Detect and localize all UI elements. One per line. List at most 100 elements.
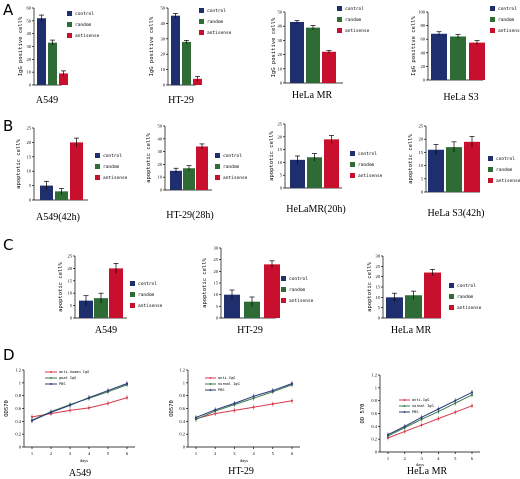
legend-swatch-antisense [488, 178, 493, 183]
y-tick-label: 10 [278, 66, 283, 71]
panel-label-a: A [3, 1, 14, 19]
bar-random [55, 191, 68, 200]
y-tick-label: 25 [376, 264, 381, 269]
legend-marker [209, 383, 212, 385]
bar-random [244, 301, 260, 318]
legend-swatch-random [449, 294, 454, 299]
legend-swatch-control [490, 6, 495, 11]
legend-swatch-antisense [337, 28, 342, 33]
legend-label: random [103, 164, 120, 170]
y-tick-label: 1 [375, 385, 377, 390]
legend-label: control [138, 281, 157, 287]
series-line-2 [387, 391, 473, 436]
x-axis-label: days [416, 462, 424, 467]
bar-antisense [464, 141, 480, 192]
legend-label: goat IgG [59, 376, 76, 380]
y-tick-label: 40 [421, 50, 426, 55]
bar-random [446, 147, 462, 192]
x-tick-label: 2 [214, 451, 216, 456]
y-tick-label: 0.6 [15, 406, 21, 411]
y-axis-label: apoptotic cell% [202, 257, 208, 307]
y-tick-label: 50 [27, 18, 32, 23]
x-tick-label: 3 [233, 451, 236, 456]
legend-label: PBS [412, 410, 419, 414]
x-tick-label: 4 [88, 451, 91, 456]
x-tick-label: 4 [252, 451, 255, 456]
legend-swatch-antisense [199, 30, 204, 35]
y-tick-label: 1.2 [371, 373, 377, 378]
y-tick-label: 0 [216, 316, 219, 321]
y-tick-label: 1.2 [179, 368, 185, 373]
y-tick-label: 0.2 [371, 437, 377, 442]
bar-control [171, 15, 180, 86]
y-tick-label: 0 [160, 188, 163, 193]
y-tick-label: 50 [158, 124, 163, 129]
legend-marker [403, 405, 406, 407]
legend-label: antisense [498, 28, 520, 34]
legend-label: antisense [358, 173, 383, 179]
chart-13: 0 0.2 0.4 0.6 0.8 1 1.2 OD 570 HeLa MR 1 2 3 4 5 6 days… [360, 373, 480, 477]
y-tick-label: 20 [27, 140, 32, 145]
legend-swatch-antisense [95, 175, 100, 180]
legend-swatch-control [337, 6, 342, 11]
y-tick-label: 20 [278, 52, 283, 57]
y-tick-label: 30 [214, 246, 219, 251]
bar-antisense [469, 42, 485, 80]
y-tick-label: 1.2 [15, 368, 21, 373]
legend-swatch-random [130, 292, 135, 297]
x-tick-label: 3 [420, 456, 423, 461]
bar-antisense [424, 272, 441, 318]
panel-label-b: B [3, 117, 13, 135]
legend-swatch-control [488, 156, 493, 161]
legend-label: anti-IgG [412, 398, 429, 402]
legend-marker [50, 383, 52, 385]
x-tick-label: 3 [69, 451, 72, 456]
y-tick-label: 30 [376, 254, 381, 259]
x-tick-label: 1 [387, 456, 389, 461]
bar-antisense [196, 146, 208, 190]
legend-label: random [496, 167, 513, 173]
y-tick-label: 10 [161, 67, 166, 72]
legend-label: random [289, 287, 306, 293]
legend-swatch-antisense [350, 173, 355, 178]
legend-label: random [345, 17, 362, 23]
y-tick-label: 10 [419, 163, 424, 168]
legend-marker [403, 411, 406, 413]
y-tick-label: 10 [158, 175, 163, 180]
bar-antisense [193, 78, 202, 85]
y-axis-label: OD 570 [360, 404, 366, 424]
bar-control [170, 170, 182, 190]
bar-antisense [264, 264, 280, 318]
y-tick-label: 20 [278, 134, 283, 139]
legend-marker [50, 371, 52, 373]
legend-marker [209, 377, 212, 379]
legend-swatch-random [350, 162, 355, 167]
y-tick-label: 25 [419, 124, 424, 129]
chart-title: HT-29 [228, 466, 254, 477]
bar-control [40, 185, 53, 200]
y-tick-label: 0 [70, 316, 73, 321]
y-tick-label: 40 [158, 136, 163, 141]
y-tick-label: 0 [378, 316, 381, 321]
bar-control [428, 149, 444, 192]
x-tick-label: 6 [126, 451, 129, 456]
bar-control [386, 297, 403, 318]
bar-control [431, 33, 447, 80]
legend-swatch-antisense [449, 305, 454, 310]
legend-swatch-antisense [130, 303, 135, 308]
chart-title: HeLaMR(20h) [286, 204, 345, 215]
legend-label: antisense [138, 303, 163, 309]
x-tick-label: 6 [291, 451, 294, 456]
legend-swatch-control [199, 8, 204, 13]
chart-12: 0 0.2 0.4 0.6 0.8 1 1.2 OD570 HT-29 1 2 3 4 5 6 days ant… [169, 368, 300, 477]
legend-label: control [289, 276, 308, 282]
y-tick-label: 0 [183, 445, 186, 450]
y-tick-label: 20 [158, 162, 163, 167]
series-line-0 [195, 400, 293, 420]
y-tick-label: 0.4 [179, 419, 185, 424]
legend-label: PBS [59, 382, 66, 386]
legend-label: anti-IgG [218, 376, 235, 380]
legend-label: antisense [457, 305, 482, 311]
